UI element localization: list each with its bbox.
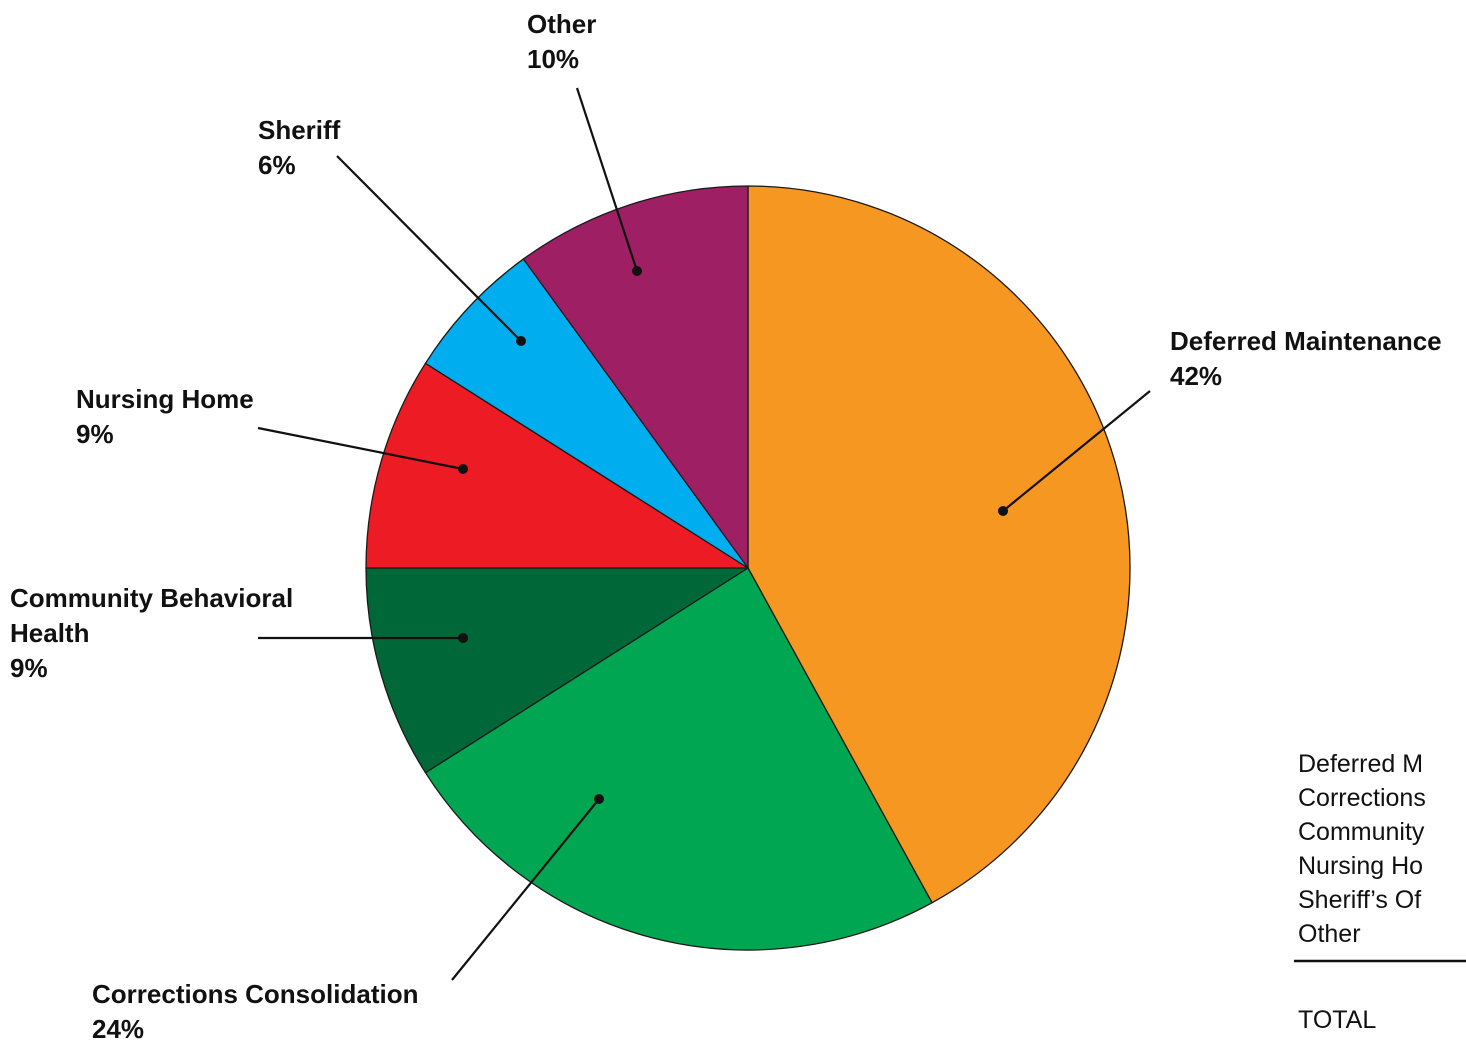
pie-slice-deferred [747, 185, 1131, 904]
leader-dot-sheriff [516, 336, 526, 346]
slice-label-other: Other [527, 9, 596, 39]
leader-line-other [575, 87, 639, 272]
slice-label-sheriff: Sheriff [258, 115, 341, 145]
slice-label-community: Health [10, 618, 89, 648]
leader-line-corrections [451, 798, 600, 981]
leader-dot-corrections [594, 794, 604, 804]
leader-dot-nursing [458, 464, 468, 474]
pie-slice-other [522, 185, 749, 569]
table-row-label: Nursing Ho [1298, 852, 1423, 880]
summary-table: Deferred M Corrections Community Nursing… [1294, 750, 1466, 1034]
table-row-label: Other [1298, 920, 1361, 948]
table-row-label: Community [1298, 818, 1425, 846]
leader-line-deferred [1002, 390, 1151, 512]
pie-slice-community [365, 567, 749, 774]
slice-percent-sheriff: 6% [258, 150, 296, 180]
pie-slice-corrections [424, 567, 933, 951]
leader-dot-other [632, 266, 642, 276]
slice-percent-deferred: 42% [1170, 361, 1222, 391]
table-total-label: TOTAL [1298, 1006, 1376, 1034]
pie-slice-nursing [365, 362, 749, 569]
slice-label-corrections: Corrections Consolidation [92, 979, 418, 1009]
table-row-label: Deferred M [1298, 750, 1423, 778]
leader-lines [257, 87, 1151, 981]
slice-label-community: Community Behavioral [10, 583, 293, 613]
slice-percent-community: 9% [10, 653, 48, 683]
slice-percent-other: 10% [527, 44, 579, 74]
leader-line-sheriff [336, 155, 522, 342]
slice-percent-corrections: 24% [92, 1014, 144, 1044]
pie-slice-sheriff [424, 258, 749, 569]
leader-dot-community [458, 633, 468, 643]
pie-slices [365, 185, 1131, 951]
slice-label-nursing: Nursing Home [76, 384, 254, 414]
table-row-label: Corrections [1298, 784, 1426, 812]
leader-line-nursing [257, 426, 464, 471]
slice-label-deferred: Deferred Maintenance [1170, 326, 1442, 356]
slice-percent-nursing: 9% [76, 419, 114, 449]
leader-dot-deferred [998, 506, 1008, 516]
table-row-label: Sheriff’s Of [1298, 886, 1421, 914]
slice-labels: Deferred Maintenance 42% Corrections Conso… [10, 9, 1442, 1044]
